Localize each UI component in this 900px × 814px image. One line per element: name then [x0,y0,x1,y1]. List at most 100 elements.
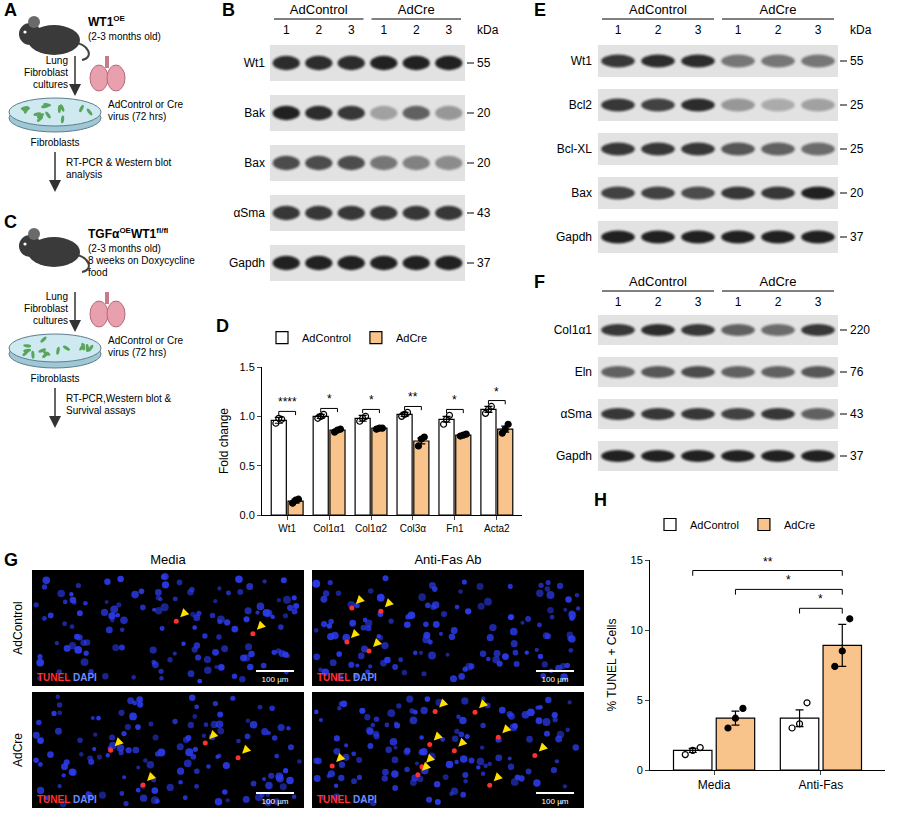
svg-text:AdControl: AdControl [629,274,687,289]
svg-text:5: 5 [637,694,643,706]
svg-text:Lung: Lung [46,291,68,302]
svg-text:*: * [786,573,791,587]
svg-text:2: 2 [315,23,322,37]
svg-text:2: 2 [655,295,662,309]
svg-text:*: * [818,592,823,606]
svg-text:AdCre: AdCre [784,519,815,531]
svg-text:αSma: αSma [233,206,265,220]
svg-text:kDa: kDa [477,23,499,37]
svg-text:Media: Media [698,778,731,792]
svg-text:Anti-Fas Ab: Anti-Fas Ab [414,552,481,567]
svg-text:20: 20 [477,156,491,170]
svg-text:Fibroblast: Fibroblast [24,67,68,78]
svg-text:G: G [4,550,18,570]
svg-text:Bcl-XL: Bcl-XL [557,142,593,156]
svg-text:Gapdh: Gapdh [556,449,592,463]
svg-text:3: 3 [815,295,822,309]
svg-text:100 µm: 100 µm [262,797,289,806]
svg-text:A: A [4,0,17,20]
svg-text:RT-PCR & Western blot: RT-PCR & Western blot [66,157,171,168]
svg-text:*: * [452,393,457,407]
svg-text:Col1α1: Col1α1 [554,323,593,337]
svg-text:2: 2 [775,23,782,37]
svg-text:AdControl or Cre: AdControl or Cre [108,99,183,110]
svg-text:1: 1 [735,23,742,37]
svg-text:kDa: kDa [850,23,872,37]
svg-text:220: 220 [850,323,870,337]
svg-text:AdControl: AdControl [302,332,351,344]
svg-text:Col1α1: Col1α1 [313,523,345,534]
svg-text:0: 0 [637,764,643,776]
svg-text:C: C [4,212,17,232]
svg-text:Fibroblasts: Fibroblasts [31,373,80,384]
svg-text:1.0: 1.0 [240,410,255,422]
svg-text:TUNEL DAPI: TUNEL DAPI [37,794,97,805]
svg-text:Col3α: Col3α [400,523,427,534]
svg-text:100 µm: 100 µm [542,797,569,806]
svg-text:αSma: αSma [560,407,592,421]
svg-text:virus (72 hrs): virus (72 hrs) [108,347,166,358]
svg-text:Fibroblasts: Fibroblasts [31,137,80,148]
svg-text:1: 1 [283,23,290,37]
svg-text:100 µm: 100 µm [262,675,289,684]
svg-text:Media: Media [150,552,186,567]
svg-text:Anti-Fas: Anti-Fas [799,778,844,792]
svg-text:AdControl: AdControl [690,519,739,531]
svg-text:2: 2 [775,295,782,309]
svg-text:Fold change: Fold change [217,408,231,474]
svg-text:Wt1: Wt1 [571,54,593,68]
svg-text:10: 10 [631,624,643,636]
svg-text:20: 20 [477,106,491,120]
svg-text:25: 25 [850,142,864,156]
svg-text:3: 3 [348,23,355,37]
svg-text:AdCre: AdCre [760,274,797,289]
svg-text:55: 55 [850,54,864,68]
svg-text:Col1α2: Col1α2 [355,523,387,534]
svg-text:****: **** [278,395,297,409]
svg-text:(2-3 months old): (2-3 months old) [88,243,161,254]
svg-text:TUNEL DAPI: TUNEL DAPI [317,672,377,683]
svg-text:(2-3 months old): (2-3 months old) [88,31,161,42]
svg-text:3: 3 [695,295,702,309]
svg-text:B: B [222,0,235,20]
svg-text:**: ** [763,555,773,569]
svg-text:AdControl: AdControl [290,2,348,17]
svg-text:2: 2 [655,23,662,37]
svg-text:WT1OE: WT1OE [88,14,126,29]
svg-text:TUNEL DAPI: TUNEL DAPI [37,672,97,683]
svg-text:H: H [594,490,607,510]
svg-text:cultures: cultures [33,315,68,326]
svg-text:Bak: Bak [244,106,266,120]
svg-text:100 µm: 100 µm [542,675,569,684]
svg-text:TGFαOEWT1fl/fl: TGFαOEWT1fl/fl [88,226,168,241]
svg-text:*: * [494,385,499,399]
svg-text:Eln: Eln [575,365,592,379]
svg-text:Survival assays: Survival assays [66,405,135,416]
svg-text:1: 1 [615,23,622,37]
svg-text:15: 15 [631,554,643,566]
svg-text:D: D [216,316,229,336]
svg-text:0.5: 0.5 [240,460,255,472]
svg-text:virus (72 hrs): virus (72 hrs) [108,111,166,122]
svg-text:0.0: 0.0 [240,509,255,521]
svg-text:1: 1 [615,295,622,309]
svg-text:RT-PCR,Western blot &: RT-PCR,Western blot & [66,393,172,404]
svg-text:25: 25 [850,98,864,112]
svg-text:Fn1: Fn1 [446,523,464,534]
svg-text:8 weeks on Doxycycline: 8 weeks on Doxycycline [88,255,195,266]
svg-text:55: 55 [477,56,491,70]
svg-text:AdControl: AdControl [11,601,25,654]
svg-text:Fibroblast: Fibroblast [24,303,68,314]
svg-text:*: * [327,392,332,406]
svg-text:analysis: analysis [66,169,102,180]
svg-text:Bax: Bax [244,156,265,170]
svg-text:F: F [534,272,545,292]
svg-text:37: 37 [477,256,491,270]
svg-text:43: 43 [850,407,864,421]
svg-text:20: 20 [850,186,864,200]
svg-text:37: 37 [850,230,864,244]
svg-text:AdCre: AdCre [11,733,25,767]
svg-text:1: 1 [735,295,742,309]
svg-text:Bcl2: Bcl2 [569,98,593,112]
svg-text:Gapdh: Gapdh [556,230,592,244]
